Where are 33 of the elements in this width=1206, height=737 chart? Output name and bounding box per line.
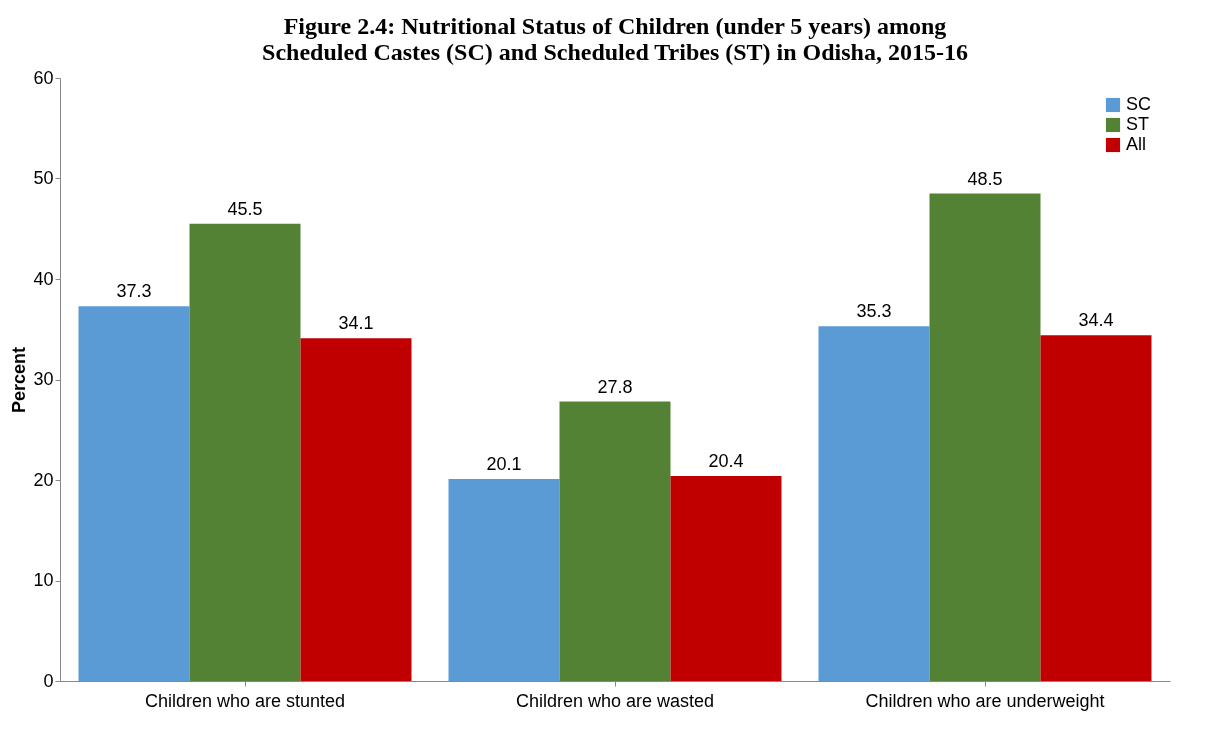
data-label: 48.5 (967, 168, 1003, 189)
data-label: 45.5 (227, 198, 263, 219)
y-tick-label: 0 (43, 670, 54, 691)
x-tick-label: Children who are underweight (865, 690, 1105, 711)
y-tick-label: 20 (33, 469, 54, 490)
x-tick-label: Children who are stunted (144, 690, 346, 711)
chart-title: Figure 2.4: Nutritional Status of Children (under 5 years) among Scheduled Castes (SC) and Scheduled Tribes (ST) in Odisha, 2015-16 (262, 13, 968, 65)
legend-label: All (1126, 134, 1147, 154)
bar (818, 326, 930, 681)
y-tick-label: 50 (33, 168, 54, 188)
data-label: 34.4 (1078, 310, 1114, 331)
legend-label: ST (1126, 114, 1150, 134)
bar (189, 223, 301, 681)
y-tick-label: 30 (33, 369, 54, 389)
bar (929, 193, 1041, 681)
data-label: 35.3 (856, 301, 892, 322)
y-tick-label: 60 (33, 67, 54, 88)
y-tick-label: 10 (33, 570, 54, 590)
data-label: 34.1 (338, 313, 374, 334)
data-label: 20.4 (708, 450, 744, 471)
bar (448, 479, 560, 681)
y-tick-label: 40 (33, 268, 54, 289)
bar (670, 475, 782, 681)
data-label: 37.3 (116, 281, 152, 302)
y-axis-title: Percent (9, 346, 30, 414)
bar (559, 401, 671, 681)
data-label: 20.1 (486, 453, 522, 474)
x-tick-label: Children who are wasted (515, 690, 715, 711)
legend-label: SC (1126, 94, 1152, 114)
bar (300, 338, 412, 681)
data-label: 27.8 (597, 376, 633, 397)
bar (1040, 335, 1152, 681)
bar (78, 306, 190, 681)
